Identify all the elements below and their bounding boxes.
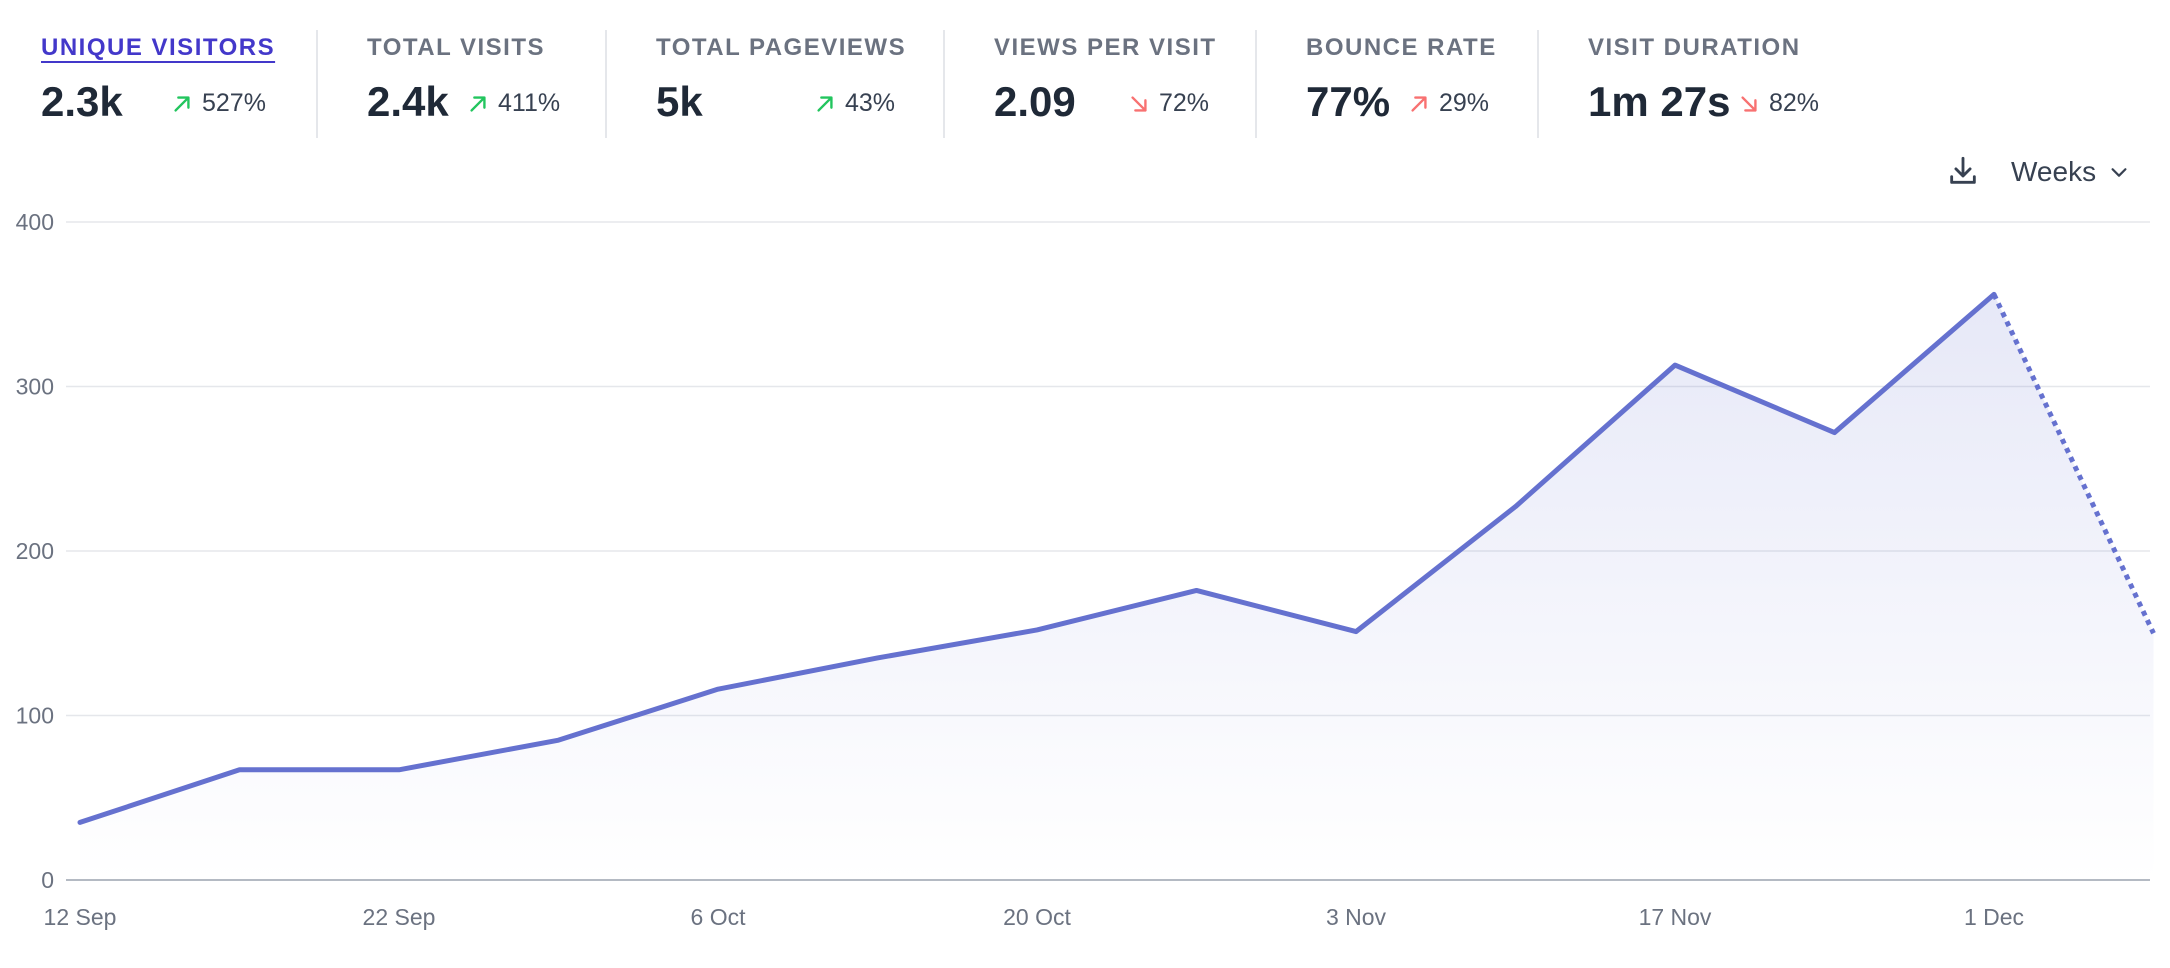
metric-divider <box>1255 30 1257 138</box>
arrow-down-right-icon <box>1131 95 1147 112</box>
y-tick-label: 400 <box>16 209 54 235</box>
metric-value: 2.09 <box>994 78 1076 125</box>
metrics-bar: UNIQUE VISITORS 2.3k 527% TOTAL VISITS 2… <box>0 0 1900 140</box>
metric-value: 1m 27s <box>1588 78 1731 125</box>
download-button[interactable] <box>1946 154 1980 188</box>
x-tick-label: 20 Oct <box>1003 904 1071 930</box>
metric-label[interactable]: VIEWS PER VISIT <box>994 34 1217 61</box>
metric-value: 77% <box>1306 78 1391 125</box>
metric-bounce-rate[interactable]: BOUNCE RATE 77% 29% <box>1306 30 1556 140</box>
metric-change-value: 43% <box>845 89 896 117</box>
arrow-up-right-icon <box>817 95 833 112</box>
arrow-up-right-icon <box>470 95 486 112</box>
x-tick-label: 22 Sep <box>363 904 436 930</box>
x-tick-label: 1 Dec <box>1964 904 2024 930</box>
metric-divider <box>943 30 945 138</box>
area-fill <box>80 294 2154 880</box>
metric-change: 29% <box>1408 89 1489 118</box>
metric-value: 2.4k <box>367 78 449 125</box>
metric-label[interactable]: UNIQUE VISITORS <box>41 34 276 61</box>
metric-change-value: 527% <box>202 89 266 117</box>
metric-change-value: 72% <box>1159 89 1210 117</box>
metric-change-value: 29% <box>1439 89 1490 117</box>
label-layer: 0 100 200 300 400 12 Sep 22 Sep 6 Oct 20 Oct 3 No… <box>16 209 2024 930</box>
metric-label[interactable]: VISIT DURATION <box>1588 34 1801 61</box>
metric-divider <box>1537 30 1539 138</box>
metric-change-value: 411% <box>498 89 561 117</box>
metric-visit-duration[interactable]: VISIT DURATION 1m 27s 82% <box>1588 30 1848 140</box>
metric-label[interactable]: TOTAL PAGEVIEWS <box>656 34 907 61</box>
metric-value: 2.3k <box>41 78 123 125</box>
y-tick-label: 300 <box>16 374 54 400</box>
y-tick-label: 0 <box>41 867 54 893</box>
x-tick-label: 3 Nov <box>1326 904 1387 930</box>
line-layer <box>77 291 2156 825</box>
metric-total-pageviews[interactable]: TOTAL PAGEVIEWS 5k 43% <box>656 30 916 140</box>
x-tick-label: 6 Oct <box>691 904 747 930</box>
y-tick-label: 100 <box>16 703 54 729</box>
y-tick-label: 200 <box>16 538 54 564</box>
metric-unique-visitors[interactable]: UNIQUE VISITORS 2.3k 527% <box>41 30 281 140</box>
interval-select[interactable]: Weeks <box>2011 154 2130 190</box>
arrow-up-right-icon <box>174 95 190 112</box>
chevron-down-icon <box>2111 168 2127 177</box>
metric-label[interactable]: TOTAL VISITS <box>367 34 546 61</box>
metric-change: 43% <box>814 89 895 118</box>
x-tick-label: 17 Nov <box>1639 904 1712 930</box>
download-icon <box>1950 156 1976 184</box>
metric-change: 527% <box>171 89 266 118</box>
metric-change: 72% <box>1128 89 1209 118</box>
metric-change: 411% <box>467 89 560 118</box>
metric-label[interactable]: BOUNCE RATE <box>1306 34 1497 61</box>
metric-views-per-visit[interactable]: VIEWS PER VISIT 2.09 72% <box>994 30 1244 140</box>
area-layer <box>80 294 2154 880</box>
metric-divider <box>316 30 318 138</box>
series-line-incomplete <box>1991 293 2156 635</box>
arrow-up-right-icon <box>1411 95 1427 112</box>
metric-divider <box>605 30 607 138</box>
metric-total-visits[interactable]: TOTAL VISITS 2.4k 411% <box>367 30 607 140</box>
visitors-line-chart: 0 100 200 300 400 12 Sep 22 Sep 6 Oct 20 Oct 3 No… <box>16 209 2156 930</box>
metric-value: 5k <box>656 78 703 125</box>
metric-change: 82% <box>1738 89 1819 118</box>
interval-label: Weeks <box>2011 156 2097 187</box>
metric-change-value: 82% <box>1769 89 1820 117</box>
x-tick-label: 12 Sep <box>44 904 117 930</box>
arrow-down-right-icon <box>1741 95 1757 112</box>
